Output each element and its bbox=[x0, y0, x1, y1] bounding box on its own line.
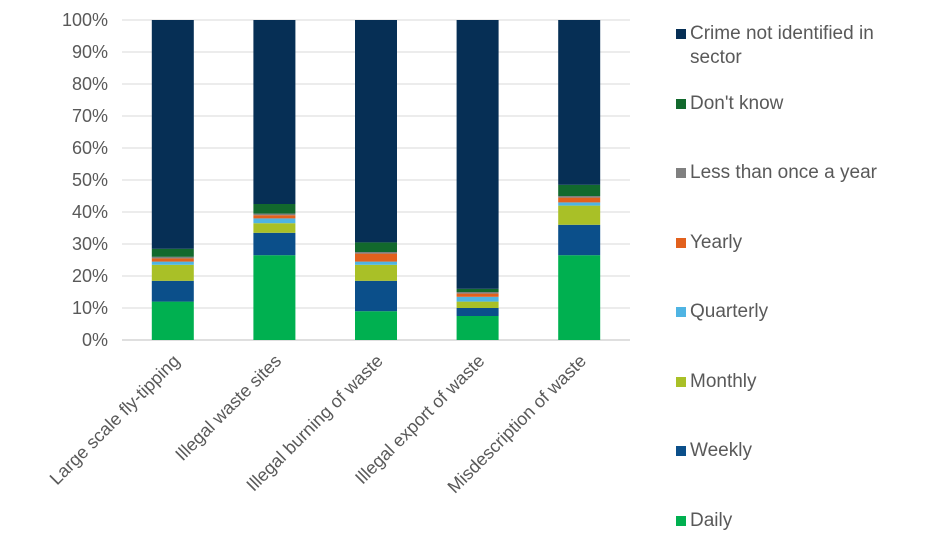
legend-item: Weekly bbox=[676, 439, 934, 463]
bar-segment bbox=[558, 196, 601, 198]
bar-segment bbox=[355, 253, 397, 262]
legend-swatch bbox=[676, 446, 686, 456]
bar-segment bbox=[558, 197, 601, 203]
bar-segment bbox=[558, 20, 601, 185]
bar-segment bbox=[558, 224, 601, 256]
legend-swatch bbox=[676, 237, 686, 248]
bar-segment bbox=[151, 258, 194, 262]
bar-segment bbox=[456, 301, 499, 308]
y-tick-label: 60% bbox=[72, 138, 108, 158]
bar-segment bbox=[151, 256, 194, 259]
bar-segment bbox=[253, 232, 296, 256]
legend-item: Yearly bbox=[676, 231, 934, 255]
bar-segment bbox=[151, 280, 194, 302]
bar-segment bbox=[355, 252, 397, 254]
bar-segment bbox=[151, 261, 194, 265]
y-tick-label: 30% bbox=[72, 234, 108, 254]
legend-item: Crime not identified in sector bbox=[676, 22, 934, 70]
y-tick-label: 50% bbox=[72, 170, 108, 190]
legend-item: Less than once a year bbox=[676, 161, 934, 185]
legend-label: Daily bbox=[690, 509, 733, 531]
legend-label: Yearly bbox=[690, 231, 743, 253]
bar-segment bbox=[456, 288, 499, 292]
y-tick-label: 10% bbox=[72, 298, 108, 318]
legend-swatch bbox=[676, 376, 686, 387]
bar-segment bbox=[456, 308, 499, 316]
legend-swatch bbox=[676, 29, 686, 39]
legend-label: Weekly bbox=[690, 440, 752, 461]
y-tick-label: 100% bbox=[62, 10, 108, 30]
legend-swatch bbox=[676, 168, 686, 178]
bar-segment bbox=[558, 205, 601, 225]
bar-segment bbox=[355, 20, 397, 243]
legend-label: Don't know bbox=[690, 92, 784, 114]
bar-segment bbox=[253, 223, 296, 233]
bar-segment bbox=[151, 301, 194, 340]
bar-segment bbox=[253, 213, 296, 216]
bar-segment bbox=[355, 264, 397, 281]
bar-segment bbox=[456, 292, 499, 294]
bar-segment bbox=[355, 242, 397, 252]
bar-segment bbox=[456, 293, 499, 297]
bar-segment bbox=[558, 184, 601, 196]
axes: 0% 10% 20% 30% 40% 50% 60% 70% 80% 90% 100% Large s… bbox=[46, 10, 590, 497]
y-tick-label: 40% bbox=[72, 202, 108, 222]
legend-label: Less than once a year bbox=[690, 162, 877, 183]
bar-segment bbox=[151, 20, 194, 249]
bar-segment bbox=[355, 280, 397, 312]
y-tick-label: 0% bbox=[82, 330, 108, 350]
legend-swatch bbox=[676, 98, 686, 109]
bar-segment bbox=[253, 218, 296, 224]
legend-label: Crime not identified in sector bbox=[690, 23, 874, 68]
legend-swatch bbox=[676, 515, 686, 526]
legend-label: Monthly bbox=[690, 370, 757, 392]
legend-item: Monthly bbox=[676, 370, 934, 394]
bar-segment bbox=[253, 204, 296, 214]
bar-segment bbox=[253, 255, 296, 340]
bar-segment bbox=[253, 20, 296, 204]
bar-segment bbox=[456, 296, 499, 302]
bar-segment bbox=[355, 311, 397, 340]
bar-segment bbox=[456, 316, 499, 340]
x-tick-label: Large scale fly-tipping bbox=[46, 351, 184, 489]
y-tick-label: 80% bbox=[72, 74, 108, 94]
y-tick-label: 90% bbox=[72, 42, 108, 62]
y-tick-label: 20% bbox=[72, 266, 108, 286]
bar-segment bbox=[151, 248, 194, 257]
x-tick-label: Illegal waste sites bbox=[171, 351, 285, 465]
legend-item: Quarterly bbox=[676, 300, 934, 324]
bar-segment bbox=[558, 202, 601, 206]
legend-item: Daily bbox=[676, 509, 934, 533]
y-tick-label: 70% bbox=[72, 106, 108, 126]
bar-segment bbox=[558, 255, 601, 340]
legend-label: Quarterly bbox=[690, 301, 769, 322]
bar-segment bbox=[151, 264, 194, 281]
legend-swatch bbox=[676, 307, 686, 317]
bar-segment bbox=[253, 215, 296, 219]
bars bbox=[151, 20, 601, 340]
bar-segment bbox=[355, 261, 397, 265]
bar-segment bbox=[456, 20, 499, 289]
legend-item: Don't know bbox=[676, 92, 934, 116]
